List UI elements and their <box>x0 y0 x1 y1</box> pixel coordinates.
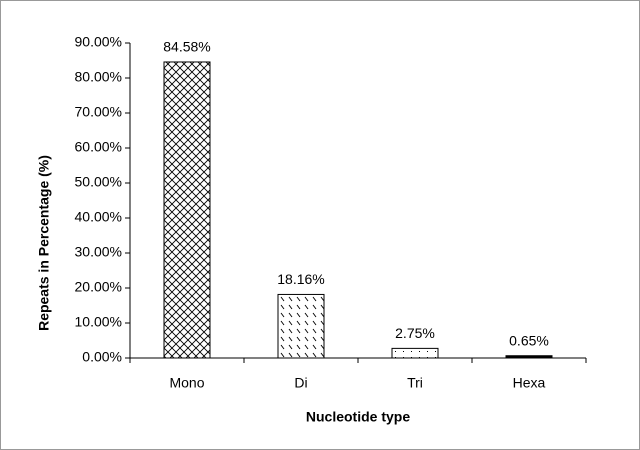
bar <box>277 293 325 359</box>
value-label: 18.16% <box>277 271 324 287</box>
x-axis-label: Nucleotide type <box>306 409 410 425</box>
bar <box>163 61 211 359</box>
y-tick-label: 80.00% <box>75 69 122 85</box>
bar <box>391 347 439 359</box>
x-tick-label: Hexa <box>513 375 546 391</box>
x-tick-label: Mono <box>169 375 204 391</box>
bar <box>505 355 553 359</box>
y-tick-label: 10.00% <box>75 314 122 330</box>
value-label: 0.65% <box>509 332 549 348</box>
y-tick-label: 0.00% <box>82 349 122 365</box>
y-tick-label: 90.00% <box>75 34 122 50</box>
y-tick-label: 70.00% <box>75 104 122 120</box>
y-axis-label: Repeats in Percentage (%) <box>36 155 52 331</box>
value-label: 84.58% <box>163 39 210 55</box>
y-tick-label: 20.00% <box>75 279 122 295</box>
y-tick-label: 40.00% <box>75 209 122 225</box>
x-tick-label: Di <box>294 375 307 391</box>
y-tick-label: 60.00% <box>75 139 122 155</box>
y-tick-label: 50.00% <box>75 174 122 190</box>
y-tick-label: 30.00% <box>75 244 122 260</box>
value-label: 2.75% <box>395 325 435 341</box>
x-tick-label: Tri <box>407 375 423 391</box>
